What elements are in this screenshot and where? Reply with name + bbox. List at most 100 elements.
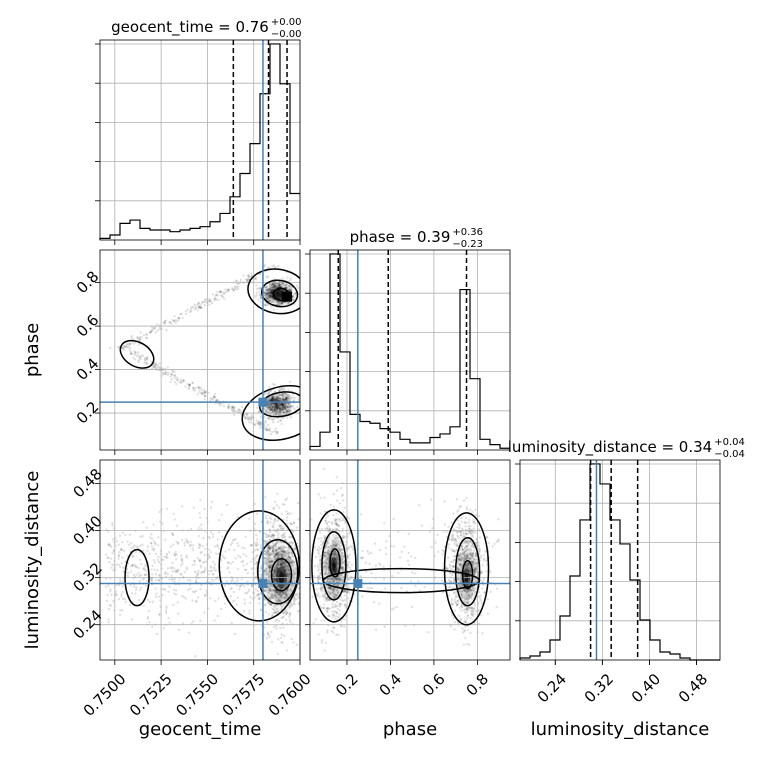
p10-point: [173, 374, 176, 378]
p20-point: [271, 546, 275, 550]
p21-point: [453, 598, 457, 601]
p20-point: [249, 543, 253, 547]
p20-point: [166, 572, 169, 576]
p10-point: [171, 373, 174, 377]
p10-point: [218, 290, 222, 293]
p20-point: [275, 564, 278, 568]
p10-point: [279, 293, 283, 297]
p10-point: [288, 285, 291, 288]
p10-point: [269, 398, 272, 401]
p10-point: [282, 399, 285, 402]
p10-point: [289, 404, 292, 408]
p21-point: [319, 496, 322, 500]
p20-point: [177, 612, 180, 615]
p20-point: [173, 580, 176, 583]
p10-point: [276, 300, 280, 303]
p20-point: [268, 635, 271, 639]
p10-point: [273, 405, 276, 409]
p10-point: [236, 287, 240, 291]
p20-point: [211, 533, 214, 536]
p10-point: [278, 289, 282, 292]
p10-point: [267, 294, 270, 297]
p10-point: [283, 407, 287, 411]
p20-point: [275, 552, 279, 555]
p10-point: [278, 409, 281, 412]
p20-point: [267, 631, 270, 635]
p10-point: [285, 286, 289, 290]
p21-point: [472, 518, 475, 522]
p20-point: [214, 569, 217, 572]
p10-point: [284, 398, 287, 401]
p10-point: [268, 291, 272, 294]
p20-point: [288, 613, 292, 616]
p20-point: [220, 535, 224, 538]
p10-point: [278, 408, 281, 411]
p20-point: [274, 530, 277, 534]
p20-point: [254, 588, 258, 591]
p10-point: [279, 293, 282, 296]
p20-point: [120, 562, 123, 565]
p10-point: [278, 293, 281, 296]
p21-point: [382, 565, 385, 569]
p20-point: [153, 561, 157, 564]
p10-point: [269, 284, 272, 287]
p21-point: [420, 524, 424, 527]
p10-point: [197, 301, 201, 305]
p10-point: [268, 295, 271, 299]
p10-point: [279, 295, 282, 299]
p10-point: [138, 335, 142, 339]
p21-point: [322, 606, 326, 610]
p20-point: [279, 570, 282, 574]
p10-point: [273, 410, 276, 414]
p20-point: [122, 549, 126, 552]
p20-point: [265, 517, 268, 520]
p10-point: [280, 402, 283, 406]
p10-point: [277, 289, 280, 292]
p10-point: [273, 286, 276, 290]
p10-point: [271, 397, 274, 400]
p20-point: [300, 583, 302, 585]
p20-point: [243, 598, 246, 601]
p20-point: [263, 572, 266, 575]
p10-point: [274, 398, 278, 402]
p20-point: [280, 616, 283, 620]
p10-point: [282, 404, 285, 407]
p10-point: [179, 378, 183, 382]
p10-point: [264, 428, 268, 431]
p10-point: [286, 406, 289, 409]
p10-point: [266, 428, 269, 432]
p10-point: [289, 395, 292, 398]
p10-point: [276, 294, 279, 297]
p10-point: [275, 430, 279, 434]
p20-point: [288, 615, 291, 619]
p20-point: [121, 580, 125, 583]
p10-point: [287, 395, 291, 399]
p20-point: [280, 545, 283, 548]
p10-point: [286, 410, 289, 413]
p20-point: [270, 517, 273, 521]
p21-point: [311, 595, 314, 598]
p10-point: [266, 288, 270, 292]
p10-point: [285, 402, 288, 406]
p10-point: [276, 395, 279, 399]
p21-point: [339, 625, 343, 628]
p10-point: [204, 298, 208, 301]
p10-point: [283, 285, 286, 289]
p10-point: [273, 409, 277, 412]
p10-point: [279, 293, 283, 297]
p10-point: [274, 397, 278, 400]
p10-point: [287, 409, 290, 412]
p10-point: [277, 389, 281, 393]
p20-point: [284, 566, 288, 570]
p10-point: [275, 403, 278, 406]
p20-point: [258, 602, 261, 605]
p10-point: [270, 418, 273, 421]
p10-point: [293, 296, 296, 299]
p10-point: [273, 407, 277, 411]
p10-point: [264, 290, 268, 293]
p10-point: [280, 405, 283, 408]
p20-point: [275, 504, 279, 507]
p20-point: [281, 536, 284, 540]
p10-point: [277, 291, 280, 294]
p10-point: [138, 356, 142, 359]
